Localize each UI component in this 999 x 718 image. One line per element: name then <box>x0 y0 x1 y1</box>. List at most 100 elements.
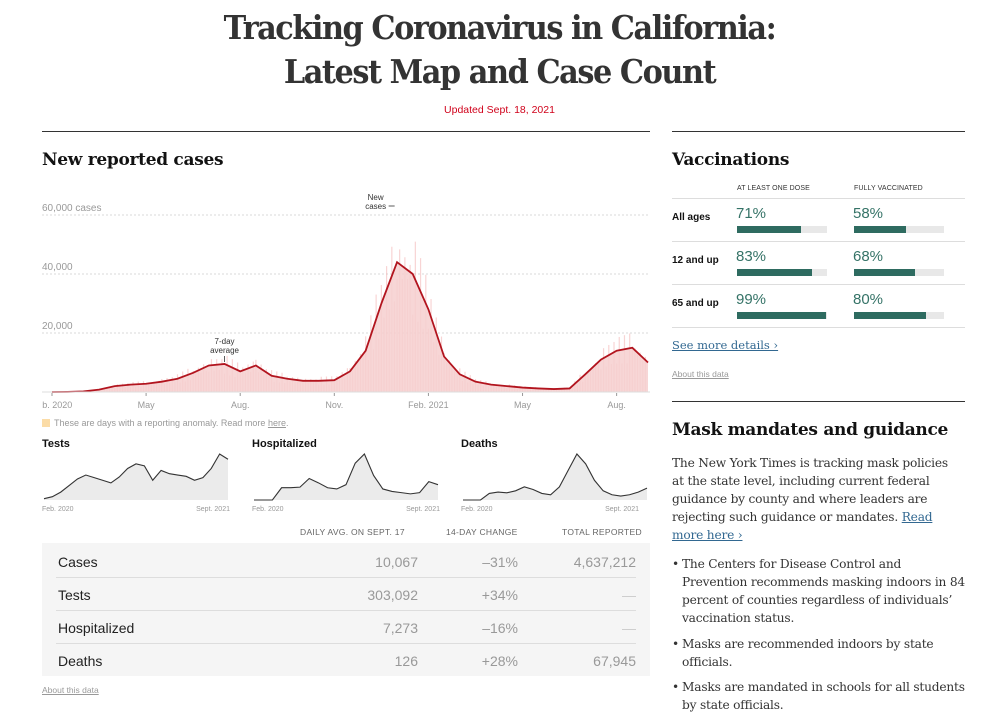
updated-timestamp: Updated Sept. 18, 2021 <box>444 104 555 116</box>
mini-end-label: Sept. 2021 <box>406 506 440 513</box>
x-tick-label: Nov. <box>325 400 343 410</box>
see-more-details-link[interactable]: See more details › <box>672 338 779 352</box>
vax-bar-fill <box>737 269 812 276</box>
x-tick-label: May <box>514 400 532 410</box>
vax-full-bar <box>854 312 944 319</box>
masks-intro-text: The New York Times is tracking mask poli… <box>672 456 948 524</box>
new-cases-chart: 60,000 cases 40,000 20,000 Feb. 2020 May Aug.… <box>42 193 650 410</box>
cases-section-title: New reported cases <box>42 150 224 170</box>
about-data-link[interactable]: About this data <box>42 685 99 695</box>
x-tick-label: Feb. 2020 <box>42 400 72 410</box>
table-row: Tests 303,092 +34% — <box>56 578 636 611</box>
y-tick-label: 60,000 cases <box>42 203 102 214</box>
annotation-7-day-average: average <box>210 346 239 355</box>
row-change: –31% <box>482 554 518 570</box>
vax-row: 12 and up 83% 68% <box>672 241 965 284</box>
sparkline-line <box>254 453 439 501</box>
masks-bullet: • Masks are recommended indoors by state … <box>672 637 934 669</box>
vax-bar-fill <box>854 312 926 319</box>
x-tick-label: Feb. 2021 <box>408 400 449 410</box>
row-name: Deaths <box>58 653 103 669</box>
page-title: Tracking Coronavirus in California: Late… <box>40 6 959 94</box>
table-row: Hospitalized 7,273 –16% — <box>56 611 636 644</box>
masks-bullet-text: Masks are mandated in schools for all st… <box>682 680 965 712</box>
hospitalized-mini-title: Hospitalized <box>252 438 317 450</box>
masks-bullet: • The Centers for Disease Control and Pre… <box>672 557 965 625</box>
vax-about-data-link[interactable]: About this data <box>672 369 729 379</box>
divider <box>672 401 965 402</box>
tests-mini-chart: Tests Feb. 2020 Sept. 2021 <box>42 438 232 518</box>
row-daily-avg: 7,273 <box>382 620 418 636</box>
row-change: +34% <box>481 587 518 603</box>
vax-one-dose-pct: 71% <box>736 205 767 222</box>
vax-col-fully: FULLY VACCINATED <box>854 185 923 192</box>
row-name: Tests <box>58 587 91 603</box>
row-daily-avg: 303,092 <box>367 587 418 603</box>
vax-row: 65 and up 99% 80% <box>672 284 965 327</box>
masks-bullet-text: The Centers for Disease Control and Prev… <box>682 557 965 625</box>
annotation-new-cases: cases <box>365 202 386 211</box>
anomaly-swatch-icon <box>42 419 50 427</box>
anomaly-note: These are days with a reporting anomaly.… <box>42 418 288 428</box>
x-tick-label: Aug. <box>607 400 626 410</box>
annotation-new-cases: New <box>368 193 384 202</box>
divider <box>672 131 965 132</box>
masks-bullet: • Masks are mandated in schools for all s… <box>672 680 965 712</box>
stats-table: Cases 10,067 –31% 4,637,212 Tests 303,09… <box>42 543 650 676</box>
deaths-mini-title: Deaths <box>461 438 498 450</box>
title-line-2: Latest Map and Case Count <box>283 52 717 91</box>
col-header-daily-avg: DAILY AVG. ON SEPT. 17 <box>300 527 405 537</box>
vax-full-pct: 68% <box>853 248 884 265</box>
seven-day-average-line <box>51 260 649 393</box>
row-daily-avg: 126 <box>394 653 418 669</box>
vax-col-one-dose: AT LEAST ONE DOSE <box>737 185 810 192</box>
tests-mini-title: Tests <box>42 438 70 450</box>
x-tick-label: Aug. <box>231 400 250 410</box>
tests-sparkline <box>43 453 229 500</box>
vax-one-dose-bar <box>737 312 827 319</box>
cases-area <box>52 262 648 392</box>
row-daily-avg: 10,067 <box>375 554 418 570</box>
hospitalized-mini-chart: Hospitalized Feb. 2020 Sept. 2021 <box>252 438 442 518</box>
divider <box>42 131 650 132</box>
masks-bullet-text: Masks are recommended indoors by state o… <box>682 637 934 669</box>
divider <box>672 327 965 328</box>
vax-full-bar <box>854 269 944 276</box>
vax-age-group: All ages <box>672 212 711 223</box>
y-tick-label: 40,000 <box>42 262 73 273</box>
masks-title: Mask mandates and guidance <box>672 420 949 440</box>
vax-age-group: 12 and up <box>672 255 719 266</box>
sparkline-area <box>44 454 228 500</box>
anomaly-read-more-link[interactable]: here <box>267 418 286 428</box>
mini-start-label: Feb. 2020 <box>42 506 74 513</box>
vax-one-dose-bar <box>737 269 827 276</box>
anomaly-note-text: These are days with a reporting anomaly.… <box>54 418 268 428</box>
annotation-7-day-average: 7-day <box>215 337 235 346</box>
mini-start-label: Feb. 2020 <box>461 506 493 513</box>
mini-start-label: Feb. 2020 <box>252 506 284 513</box>
mini-end-label: Sept. 2021 <box>605 506 639 513</box>
table-row: Deaths 126 +28% 67,945 <box>56 644 636 677</box>
vax-bar-fill <box>737 312 827 319</box>
sparkline-line <box>463 453 648 501</box>
masks-read-more-link[interactable]: Read more here › <box>672 510 933 542</box>
vax-bar-fill <box>854 226 907 233</box>
masks-intro: The New York Times is tracking mask poli… <box>672 454 962 544</box>
y-tick-label: 20,000 <box>42 321 73 332</box>
vaccinations-title: Vaccinations <box>672 150 790 170</box>
row-total: 4,637,212 <box>573 554 636 570</box>
row-name: Hospitalized <box>58 620 135 636</box>
sparkline-area <box>254 454 438 500</box>
hospitalized-sparkline <box>254 453 439 501</box>
deaths-sparkline <box>463 453 648 501</box>
vax-age-group: 65 and up <box>672 298 719 309</box>
vax-full-pct: 58% <box>853 205 884 222</box>
row-name: Cases <box>58 554 98 570</box>
col-header-14-day-change: 14-DAY CHANGE <box>446 527 518 537</box>
row-total: 67,945 <box>593 653 636 669</box>
vax-row: All ages 71% 58% <box>672 198 965 241</box>
row-change: –16% <box>482 620 518 636</box>
row-total: — <box>622 620 636 636</box>
vax-one-dose-bar <box>737 226 827 233</box>
sparkline-line <box>43 453 229 500</box>
